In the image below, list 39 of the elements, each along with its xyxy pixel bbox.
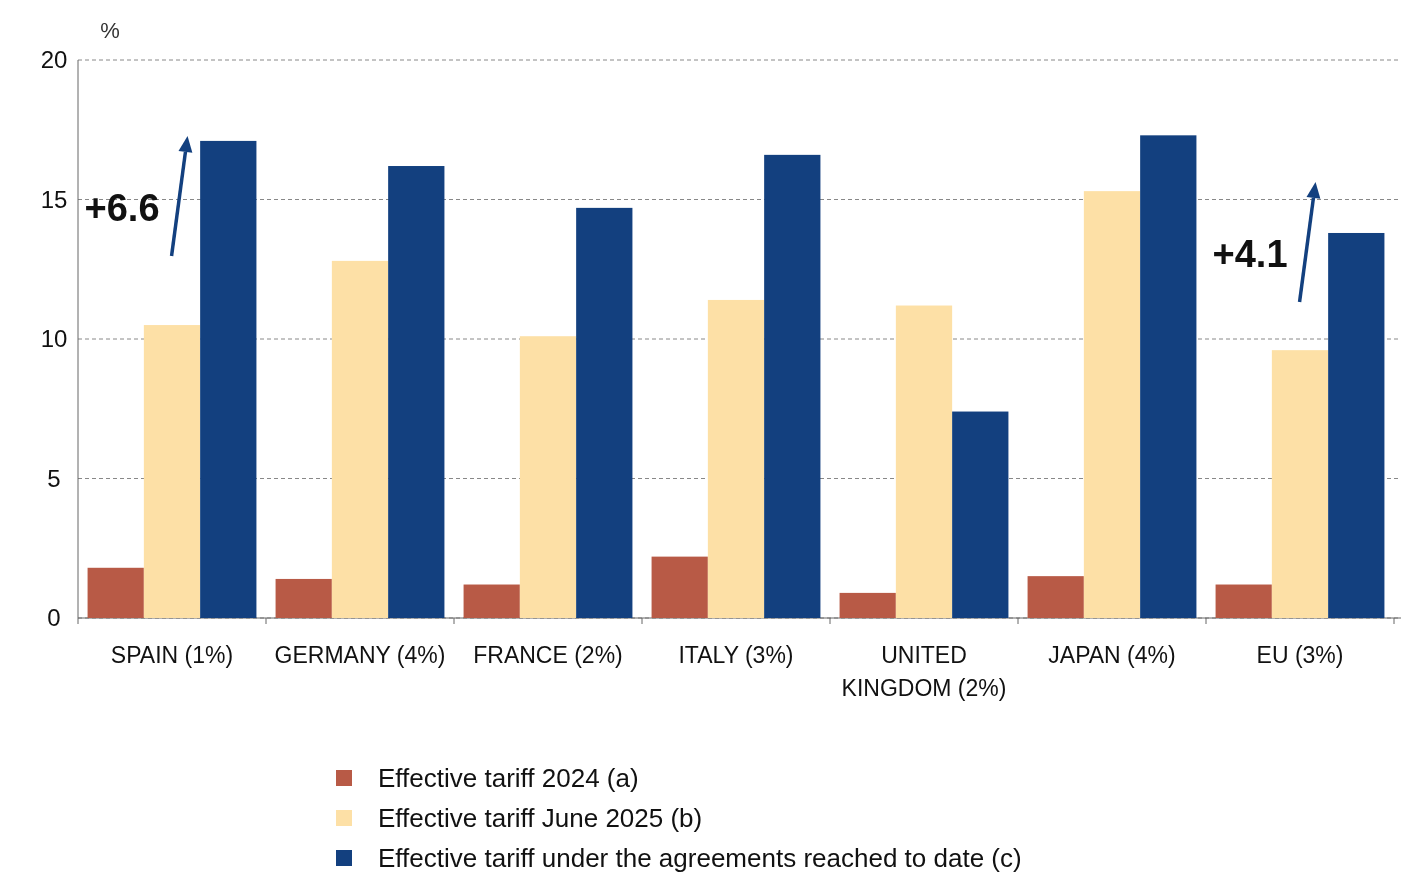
bar bbox=[463, 584, 520, 618]
x-tick-label: JAPAN (4%) bbox=[1048, 642, 1176, 668]
x-tick-label: SPAIN (1%) bbox=[110, 642, 234, 668]
bar bbox=[651, 556, 708, 618]
x-tick-label: ITALY (3%) bbox=[678, 642, 794, 668]
x-tick-label: FRANCE (2%) bbox=[473, 642, 623, 668]
bar bbox=[1140, 135, 1197, 618]
bar bbox=[519, 336, 577, 618]
y-tick-label: 0 bbox=[47, 604, 61, 632]
bar bbox=[952, 411, 1009, 618]
y-tick-label: 20 bbox=[40, 46, 68, 74]
bar bbox=[1271, 350, 1329, 618]
bar bbox=[331, 260, 389, 618]
bar bbox=[764, 154, 821, 618]
bar bbox=[1083, 191, 1141, 618]
annotation: +4.1 bbox=[1212, 233, 1288, 276]
bar bbox=[1215, 584, 1272, 618]
x-tick-label: GERMANY (4%) bbox=[274, 642, 446, 668]
x-tick-label: EU (3%) bbox=[1256, 642, 1344, 668]
y-tick-label: 10 bbox=[40, 325, 68, 353]
bar bbox=[895, 305, 953, 618]
bar bbox=[1027, 576, 1084, 618]
legend-label: Effective tariff June 2025 (b) bbox=[378, 803, 703, 834]
legend-label: Effective tariff 2024 (a) bbox=[378, 763, 639, 794]
annotation: +6.6 bbox=[84, 187, 160, 230]
bar bbox=[388, 166, 445, 618]
bar bbox=[143, 325, 201, 618]
y-axis-title: % bbox=[100, 18, 120, 43]
bar bbox=[87, 567, 144, 618]
x-tick-label: UNITED KINGDOM (2%) bbox=[841, 642, 1007, 701]
bar bbox=[1328, 232, 1385, 618]
bar bbox=[707, 299, 765, 618]
bar bbox=[576, 207, 633, 618]
y-tick-label: 5 bbox=[47, 464, 61, 492]
bar bbox=[200, 140, 257, 618]
y-tick-label: 15 bbox=[40, 185, 68, 213]
legend-label: Effective tariff under the agreements reached to date (c) bbox=[378, 843, 1022, 874]
bar bbox=[839, 592, 896, 618]
bar bbox=[275, 578, 332, 618]
